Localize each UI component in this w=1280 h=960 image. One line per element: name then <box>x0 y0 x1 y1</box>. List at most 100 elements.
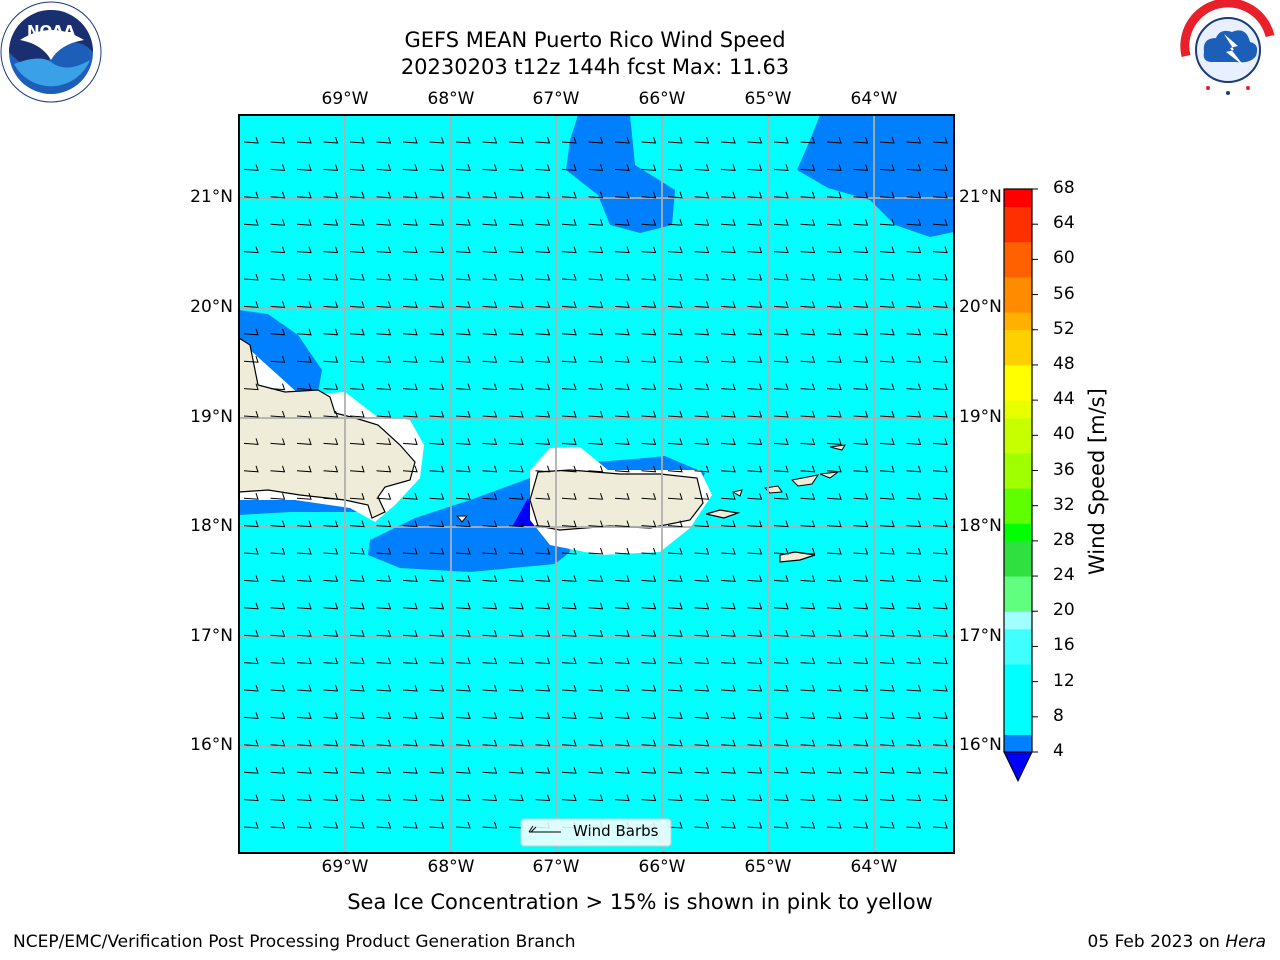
wind-barb <box>906 219 922 226</box>
wind-barb <box>641 657 657 665</box>
wind-barb <box>667 767 683 774</box>
wind-barb <box>879 821 895 829</box>
wind-barb <box>243 219 259 226</box>
wind-barb <box>800 219 816 226</box>
wind-barb <box>296 219 312 226</box>
colorbar-segment <box>1004 224 1032 243</box>
wind-barb <box>482 136 498 144</box>
wind-barb <box>694 575 710 582</box>
wind-barb <box>349 575 365 582</box>
wind-barb <box>376 356 392 363</box>
wind-barb <box>720 602 736 610</box>
lat-label-right: 21°N <box>959 187 1002 207</box>
wind-barb <box>243 438 259 445</box>
wind-barb <box>906 438 922 445</box>
wind-barb <box>879 630 895 637</box>
wind-barb <box>588 794 604 802</box>
wind-barb <box>296 383 312 391</box>
wind-barb <box>455 356 471 363</box>
wind-barb <box>402 794 418 802</box>
wind-barb <box>535 438 551 445</box>
wind-barb <box>402 136 418 144</box>
wind-barb <box>853 821 869 829</box>
wind-barb <box>402 767 418 774</box>
wind-barb <box>296 246 312 254</box>
wind-barb <box>906 739 922 747</box>
colorbar-segment <box>1004 505 1032 524</box>
wind-barb <box>535 684 551 692</box>
lon-label-bottom: 65°W <box>744 857 792 877</box>
wind-barb <box>402 630 418 637</box>
wind-barb <box>853 219 869 226</box>
wind-barb <box>429 575 445 582</box>
wind-barb <box>773 739 789 747</box>
wind-barb <box>879 328 895 336</box>
wind-barb <box>747 684 763 692</box>
wind-barb <box>641 219 657 226</box>
wind-barb <box>800 657 816 665</box>
wind-barb <box>561 383 577 391</box>
wind-barb <box>853 246 869 254</box>
wind-barb <box>826 657 842 665</box>
wind-barb <box>879 383 895 391</box>
wind-barb <box>482 684 498 692</box>
sea-ice-note: Sea Ice Concentration > 15% is shown in … <box>347 890 933 914</box>
wind-barb <box>349 136 365 144</box>
wind-barb <box>641 191 657 199</box>
colorbar-segment <box>1004 523 1032 542</box>
lat-label-left: 21°N <box>190 187 233 207</box>
wind-barb <box>614 164 630 171</box>
wind-barb <box>826 575 842 582</box>
wind-barb <box>270 246 286 254</box>
wind-barb <box>694 520 710 528</box>
wind-barb <box>561 219 577 226</box>
wind-barb <box>482 273 498 281</box>
wind-barb <box>429 794 445 802</box>
wind-barb <box>376 547 392 555</box>
wind-barb <box>402 465 418 473</box>
wind-barb <box>906 246 922 254</box>
wind-barb <box>243 191 259 199</box>
colorbar-tick-label: 64 <box>1053 213 1075 234</box>
wind-barb <box>773 273 789 281</box>
wind-barb <box>296 493 312 500</box>
wind-barb <box>667 712 683 719</box>
wind-barb <box>853 438 869 445</box>
wind-barb <box>879 794 895 802</box>
wind-barb <box>508 712 524 719</box>
footer-date: 05 Feb 2023 on Hera <box>1088 932 1266 952</box>
noaa-logo-text: NOAA <box>27 22 76 40</box>
wind-barb <box>720 794 736 802</box>
wind-barb <box>561 547 577 555</box>
wind-barb <box>773 547 789 555</box>
wind-barb <box>747 630 763 637</box>
wind-barb <box>482 630 498 637</box>
wind-barb <box>694 821 710 829</box>
wind-barb <box>614 630 630 637</box>
wind-barb <box>429 438 445 445</box>
wind-barb <box>243 684 259 692</box>
wind-barb <box>667 383 683 391</box>
wind-barb <box>349 465 365 473</box>
wind-barb <box>720 383 736 391</box>
wind-barb <box>720 712 736 719</box>
wind-barb <box>614 356 630 363</box>
wind-barb <box>641 328 657 336</box>
wind-barb <box>932 438 948 445</box>
wind-barb <box>349 438 365 445</box>
wind-barb <box>641 739 657 747</box>
wind-barb <box>879 520 895 528</box>
wind-barb <box>482 164 498 171</box>
colorbar-segment <box>1004 329 1032 348</box>
wind-barb <box>296 465 312 473</box>
plot-frame <box>238 114 955 854</box>
wind-barb <box>826 383 842 391</box>
wind-barb <box>402 328 418 336</box>
wind-barb <box>667 821 683 829</box>
colorbar-segment <box>1004 646 1032 665</box>
wind-barb <box>720 684 736 692</box>
wind-barb <box>667 465 683 473</box>
wind-barb <box>588 328 604 336</box>
wind-barb <box>853 684 869 692</box>
wind-barb <box>349 273 365 281</box>
